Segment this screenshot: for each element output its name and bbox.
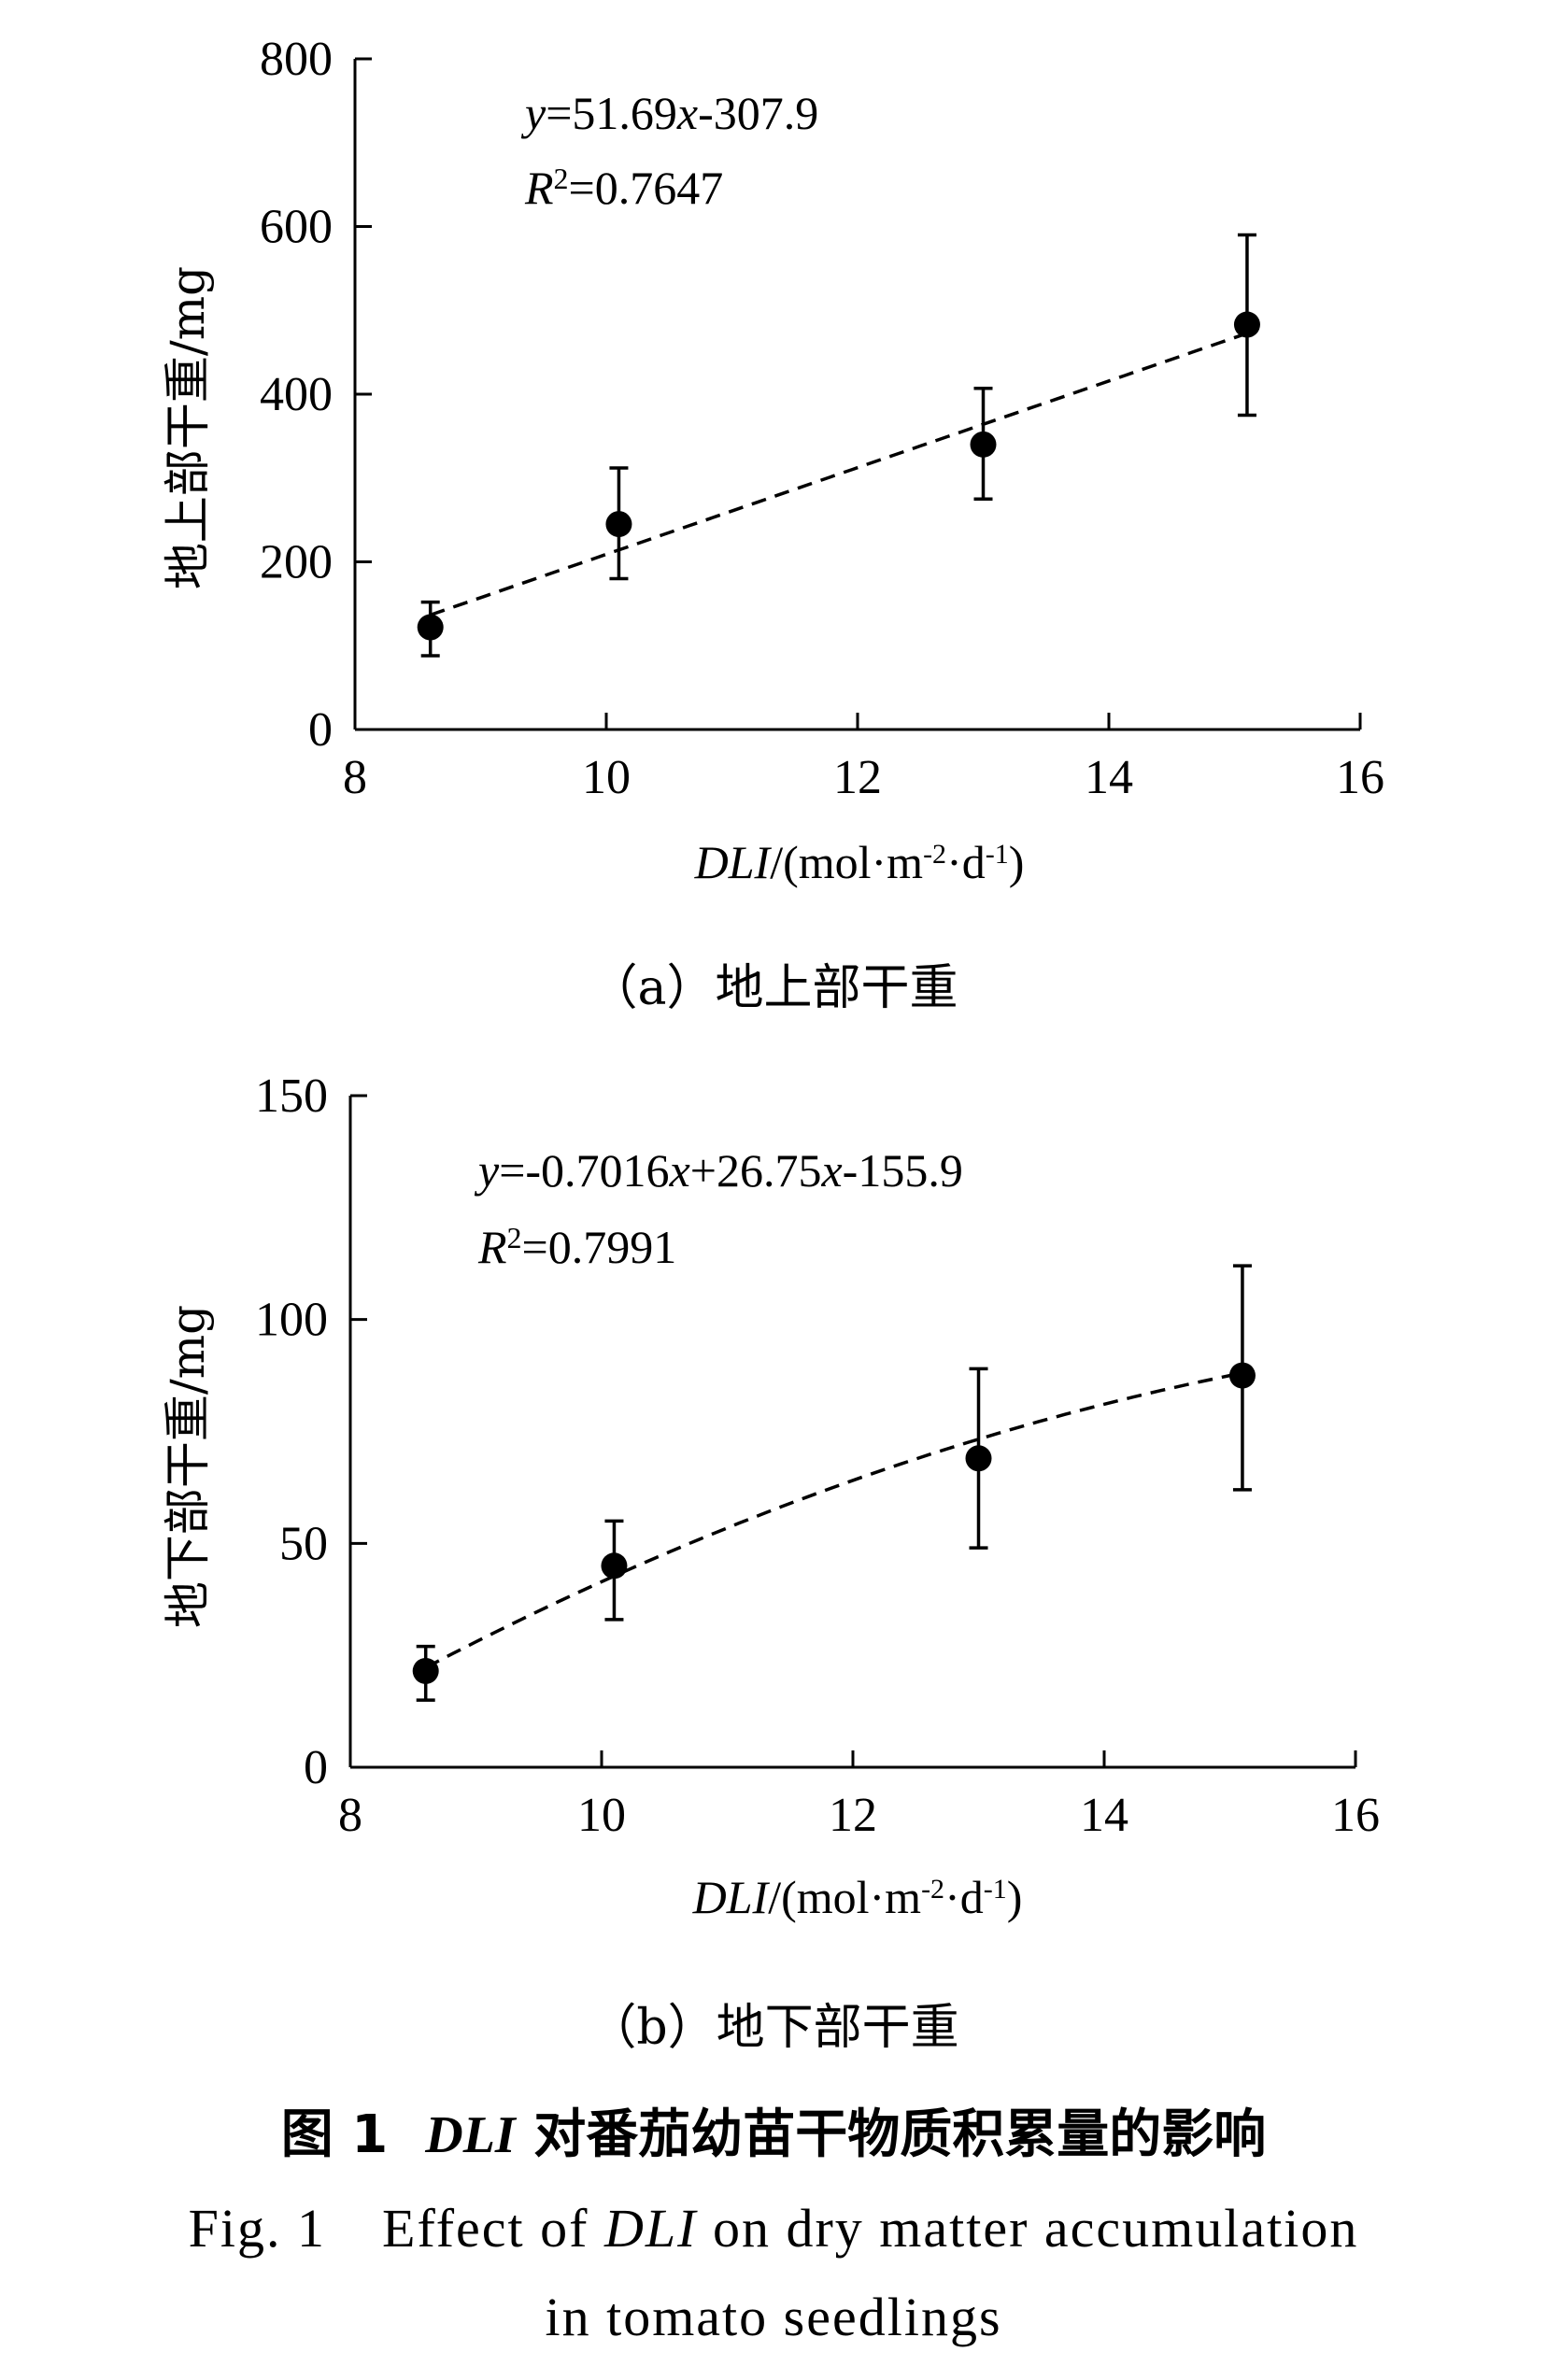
data-point: [965, 1445, 992, 1472]
chart-b-xlabel: DLI/(mol·m-2·d-1): [692, 1871, 1023, 1923]
data-point: [412, 1657, 439, 1684]
chart-b-r2: R2=0.7991: [477, 1221, 676, 1273]
chart-b-equation: y=-0.7016x+26.75x-155.9: [474, 1144, 963, 1197]
x-tick-label: 8: [343, 751, 367, 804]
fit-line: [424, 1371, 1243, 1669]
data-point: [605, 511, 632, 538]
y-tick-label: 0: [308, 703, 333, 757]
y-tick-label: 800: [260, 33, 333, 86]
chart-a-equation: y=51.69x-307.9: [520, 87, 818, 139]
figure-title-en-line2: in tomato seedlings: [545, 2287, 1001, 2347]
y-tick-label: 600: [260, 201, 333, 254]
y-tick-label: 100: [255, 1294, 328, 1347]
chart-a-ylabel: 地上部干重/mg: [161, 266, 215, 589]
y-tick-label: 200: [260, 536, 333, 589]
chart-b-caption: （b）地下部干重: [588, 2000, 958, 2056]
figure-title-en-line1: Fig. 1 Effect of DLI on dry matter accumu…: [189, 2198, 1359, 2259]
chart-a: 8 10 12 14 16 0 200 400 600 800 y=51.69x-307.9 R2…: [161, 33, 1384, 1016]
y-tick-label: 0: [304, 1741, 328, 1794]
x-tick-label: 16: [1331, 1789, 1380, 1842]
chart-b-ylabel: 地下部干重/mg: [161, 1305, 215, 1628]
chart-b: 8 10 12 14 16 0 50 100 150 y=-0.7016x+26.75x-155…: [161, 1070, 1380, 2056]
y-tick-label: 50: [279, 1517, 328, 1570]
data-point: [970, 431, 997, 458]
x-tick-label: 12: [833, 751, 882, 804]
x-tick-label: 14: [1080, 1789, 1128, 1842]
x-tick-label: 10: [577, 1789, 626, 1842]
x-tick-label: 16: [1336, 751, 1384, 804]
x-tick-label: 14: [1085, 751, 1133, 804]
chart-a-xlabel: DLI/(mol·m-2·d-1): [694, 836, 1025, 888]
x-tick-label: 10: [582, 751, 631, 804]
data-point: [417, 614, 444, 641]
figure-title-zh: 图 1 DLI 对番茄幼苗干物质积累量的影响: [281, 2104, 1266, 2165]
data-point: [601, 1552, 628, 1580]
chart-a-r2: R2=0.7647: [524, 162, 723, 214]
data-point: [1228, 1362, 1256, 1389]
chart-a-caption: （a）地上部干重: [589, 960, 958, 1016]
x-tick-label: 8: [338, 1789, 362, 1842]
y-tick-label: 400: [260, 368, 333, 421]
x-tick-label: 12: [829, 1789, 877, 1842]
fit-line: [430, 332, 1248, 617]
data-point: [1233, 311, 1260, 338]
y-tick-label: 150: [255, 1070, 328, 1123]
